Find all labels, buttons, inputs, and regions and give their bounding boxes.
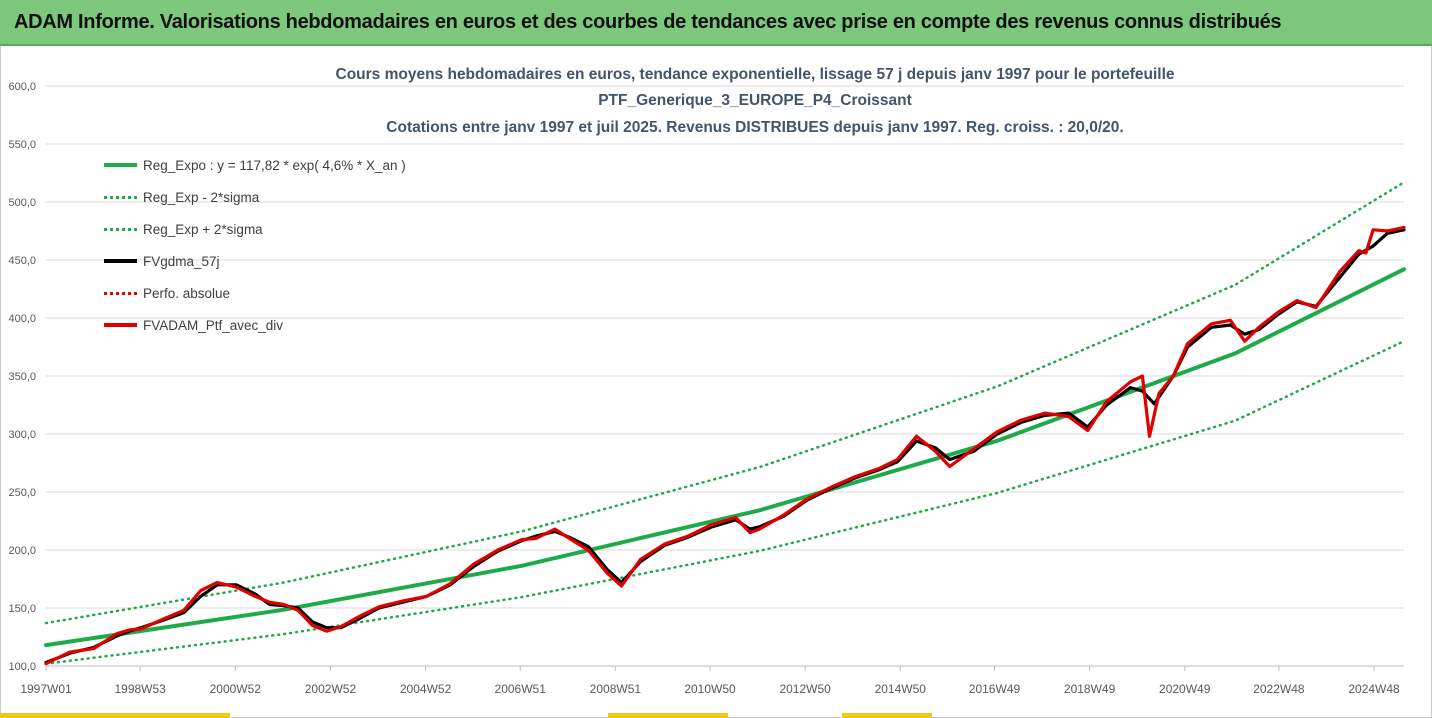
series-line-4 (44, 226, 1406, 665)
legend-swatch-reg-exp-minus (104, 195, 137, 199)
x-tick-label: 2014W50 (875, 682, 927, 696)
y-tick-label: 300,0 (8, 429, 36, 441)
chart-title-line-1: Cours moyens hebdomadaires en euros, ten… (335, 66, 1175, 83)
legend-item-reg-exp-minus: Reg_Exp - 2*sigma (104, 181, 406, 213)
page-title: ADAM Informe. Valorisations hebdomadaire… (14, 11, 1282, 33)
series-line-0 (44, 267, 1406, 648)
y-tick-label: 400,0 (8, 313, 36, 325)
x-tick-label: 1997W01 (20, 682, 72, 696)
y-tick-label: 200,0 (8, 545, 36, 557)
legend-swatch-reg-exp-plus (104, 227, 137, 231)
legend-label-fvadam: FVADAM_Ptf_avec_div (143, 317, 284, 333)
y-tick-label: 350,0 (8, 371, 36, 383)
x-tick-label: 2008W51 (590, 682, 642, 696)
y-tick-label: 150,0 (8, 603, 36, 615)
legend-swatch-fvadam (104, 323, 137, 327)
chart-legend: Reg_Expo : y = 117,82 * exp( 4,6% * X_an… (104, 149, 406, 341)
x-tick-label: 2020W49 (1159, 682, 1211, 696)
y-tick-label: 250,0 (8, 487, 36, 499)
y-tick-label: 600,0 (8, 81, 36, 93)
x-tick-label: 2010W50 (684, 682, 736, 696)
x-tick-label: 2022W48 (1253, 682, 1305, 696)
legend-label-reg-exp-plus: Reg_Exp + 2*sigma (143, 221, 263, 237)
x-tick-label: 2016W49 (969, 682, 1021, 696)
y-tick-label: 500,0 (8, 197, 36, 209)
chart-title-line-2: PTF_Generique_3_EUROPE_P4_Croissant (598, 92, 912, 109)
accent-strip-center (608, 713, 728, 718)
y-tick-label: 100,0 (8, 661, 36, 673)
legend-swatch-reg-expo (104, 163, 137, 167)
series-line-1 (44, 339, 1406, 665)
accent-strip-left (0, 713, 230, 718)
legend-item-reg-expo: Reg_Expo : y = 117,82 * exp( 4,6% * X_an… (104, 149, 406, 181)
series-line-2 (44, 181, 1406, 625)
x-tick-label: 1998W53 (114, 682, 166, 696)
x-tick-label: 2000W52 (210, 682, 262, 696)
legend-label-perfo-absolue: Perfo. absolue (143, 285, 231, 301)
legend-item-fvgdma: FVgdma_57j (104, 245, 406, 277)
x-tick-label: 2002W52 (305, 682, 357, 696)
x-tick-label: 2006W51 (495, 682, 547, 696)
y-tick-label: 450,0 (8, 255, 36, 267)
accent-strip-right (842, 713, 932, 718)
y-tick-label: 550,0 (8, 139, 36, 151)
x-tick-label: 2004W52 (400, 682, 452, 696)
legend-item-perfo-absolue: Perfo. absolue (104, 277, 406, 309)
legend-label-reg-expo: Reg_Expo : y = 117,82 * exp( 4,6% * X_an… (143, 157, 406, 173)
legend-swatch-perfo-absolue (104, 291, 137, 295)
header-banner: ADAM Informe. Valorisations hebdomadaire… (0, 0, 1432, 46)
x-tick-label: 2024W48 (1348, 682, 1400, 696)
legend-item-reg-exp-plus: Reg_Exp + 2*sigma (104, 213, 406, 245)
x-tick-label: 2012W50 (779, 682, 831, 696)
legend-label-reg-exp-minus: Reg_Exp - 2*sigma (143, 189, 260, 205)
legend-label-fvgdma: FVgdma_57j (143, 253, 220, 269)
chart-title-line-3: Cotations entre janv 1997 et juil 2025. … (386, 119, 1124, 136)
legend-swatch-fvgdma (104, 259, 137, 263)
legend-item-fvadam: FVADAM_Ptf_avec_div (104, 309, 406, 341)
x-tick-label: 2018W49 (1064, 682, 1116, 696)
